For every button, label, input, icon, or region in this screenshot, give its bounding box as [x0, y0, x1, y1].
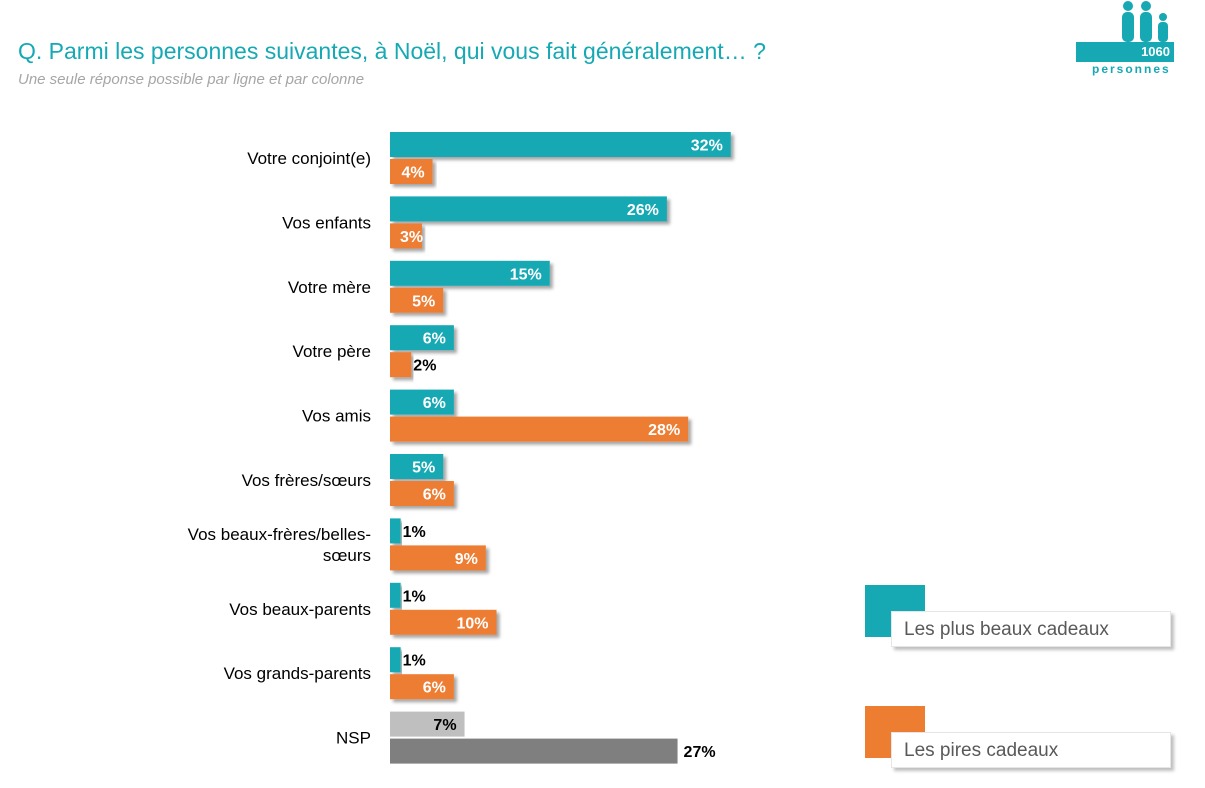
- bar-worst: [390, 545, 486, 571]
- bar-best: [390, 711, 465, 737]
- category-label: Votre conjoint(e): [247, 149, 371, 168]
- data-label: 1%: [403, 588, 426, 605]
- data-label: 6%: [423, 487, 446, 504]
- bar-best: [390, 454, 444, 479]
- bar-worst: [390, 674, 454, 700]
- bar-worst: [390, 159, 433, 184]
- bar-worst: [390, 223, 422, 249]
- data-label: 4%: [401, 165, 424, 182]
- data-label: 7%: [433, 717, 456, 734]
- bar-best: [390, 582, 401, 608]
- page-subtitle: Une seule réponse possible par ligne et …: [18, 71, 365, 88]
- bar-best: [390, 196, 667, 222]
- data-label: 28%: [648, 422, 680, 439]
- data-label: 10%: [456, 615, 488, 632]
- legend-label-best: Les plus beaux cadeaux: [891, 611, 1171, 647]
- data-label: 15%: [510, 266, 542, 283]
- category-label: Vos beaux-parents: [229, 600, 371, 619]
- category-label: Vos frères/sœurs: [242, 471, 371, 490]
- legend-label-worst: Les pires cadeaux: [891, 732, 1171, 768]
- bar-best: [390, 132, 731, 157]
- bar-worst: [390, 481, 454, 506]
- bar-best: [390, 325, 454, 351]
- sample-size-count: 1060: [1141, 44, 1170, 59]
- category-label: Votre mère: [288, 278, 371, 297]
- sample-size-badge: 1060 personnes: [1074, 0, 1174, 82]
- bar-worst: [390, 738, 678, 764]
- sample-size-unit: personnes: [1092, 62, 1171, 76]
- data-label: 27%: [684, 744, 716, 761]
- legend-item-worst: Les pires cadeaux: [865, 706, 1175, 786]
- category-label: Vos grands-parents: [224, 664, 371, 683]
- sample-size-bar: [1076, 42, 1174, 62]
- page-title: Q. Parmi les personnes suivantes, à Noël…: [18, 38, 766, 64]
- data-label: 6%: [423, 395, 446, 412]
- category-label: Vos amis: [302, 407, 371, 426]
- data-label: 26%: [627, 202, 659, 219]
- data-label: 1%: [403, 524, 426, 541]
- legend-item-best: Les plus beaux cadeaux: [865, 585, 1175, 665]
- data-label: 32%: [691, 138, 723, 155]
- data-label: 5%: [412, 460, 435, 477]
- data-label: 3%: [400, 229, 423, 246]
- data-label: 6%: [423, 331, 446, 348]
- category-label: NSP: [336, 729, 371, 748]
- bar-worst: [390, 287, 444, 313]
- category-label: sœurs: [323, 546, 371, 565]
- bar-best: [390, 518, 401, 544]
- bar-best: [390, 260, 550, 286]
- bar-worst: [390, 416, 689, 442]
- data-label: 2%: [413, 358, 436, 375]
- bar-worst: [390, 609, 497, 635]
- data-label: 5%: [412, 293, 435, 310]
- data-label: 9%: [455, 551, 478, 568]
- bar-worst: [390, 352, 412, 378]
- data-label: 1%: [403, 653, 426, 670]
- category-label: Vos enfants: [282, 213, 371, 232]
- bar-best: [390, 647, 401, 673]
- category-label: Votre père: [293, 342, 371, 361]
- category-label: Vos beaux-frères/belles-: [188, 525, 371, 544]
- data-label: 6%: [423, 680, 446, 697]
- people-icon: [1122, 1, 1168, 42]
- bar-best: [390, 389, 454, 415]
